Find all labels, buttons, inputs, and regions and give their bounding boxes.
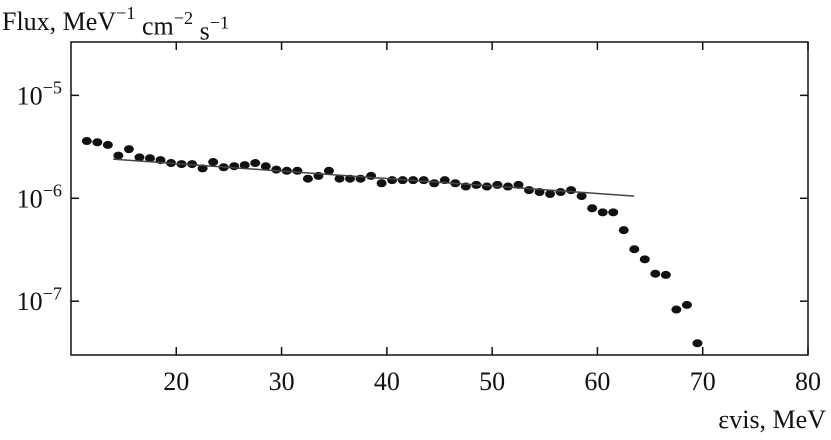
data-point <box>555 188 566 197</box>
data-point <box>523 186 534 195</box>
data-point <box>229 162 240 171</box>
data-point <box>576 192 587 201</box>
data-point <box>271 165 282 174</box>
data-point <box>387 176 398 185</box>
fit-line <box>113 158 635 197</box>
data-point <box>208 158 219 167</box>
x-tick-label: 30 <box>269 367 295 396</box>
data-point <box>608 208 619 217</box>
data-point <box>113 151 124 160</box>
data-point <box>81 137 92 146</box>
y-tick-label: 10−5 <box>17 77 62 110</box>
x-tick-label: 40 <box>374 367 400 396</box>
data-point <box>250 159 261 168</box>
x-axis-label: εvis, MeV <box>718 405 826 434</box>
data-point <box>292 166 303 175</box>
data-point <box>334 174 345 183</box>
x-tick-label: 60 <box>584 367 610 396</box>
data-point <box>587 204 598 213</box>
data-point <box>260 162 271 171</box>
data-point <box>639 255 650 264</box>
data-point <box>492 180 503 189</box>
chart-title: Flux, MeV−1 cm−2 s−1 <box>2 3 229 45</box>
data-point <box>692 339 703 348</box>
data-point <box>92 138 103 147</box>
data-point <box>660 270 671 279</box>
data-point <box>671 305 682 314</box>
data-point <box>566 186 577 195</box>
data-point <box>481 182 492 191</box>
x-tick-label: 70 <box>690 367 716 396</box>
data-point <box>123 145 134 154</box>
data-point <box>366 171 377 180</box>
data-point <box>618 226 629 235</box>
data-point <box>376 179 387 188</box>
data-point <box>629 245 640 254</box>
x-tick-label: 80 <box>795 367 821 396</box>
data-point <box>134 153 145 162</box>
data-point <box>429 179 440 188</box>
data-point <box>302 174 313 183</box>
plot-frame <box>70 41 809 356</box>
y-tick-label: 10−6 <box>17 180 62 213</box>
data-point <box>513 180 524 189</box>
data-point <box>144 154 155 163</box>
data-point <box>323 166 334 175</box>
data-point <box>418 176 429 185</box>
data-point <box>650 269 661 278</box>
data-point <box>102 140 113 149</box>
data-point <box>681 300 692 309</box>
x-tick-label: 20 <box>163 367 189 396</box>
x-tick-label: 50 <box>479 367 505 396</box>
data-point <box>545 190 556 199</box>
data-point <box>597 208 608 217</box>
data-point <box>239 161 250 170</box>
data-point <box>197 164 208 173</box>
y-tick-label: 10−7 <box>17 283 62 316</box>
